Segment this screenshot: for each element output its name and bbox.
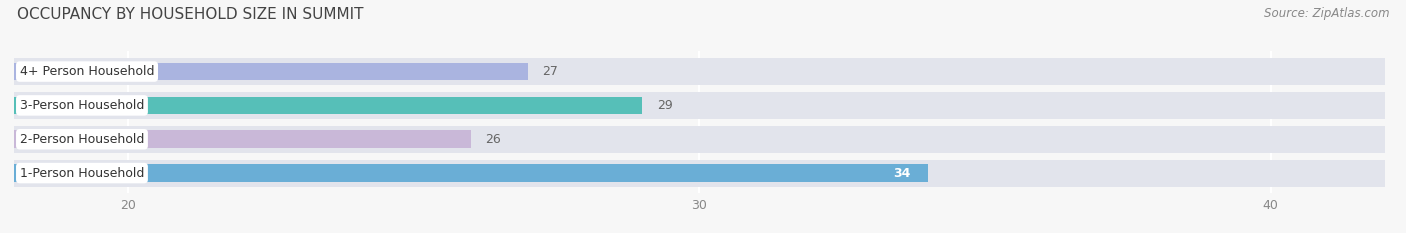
Text: 27: 27 xyxy=(543,65,558,78)
Text: 4+ Person Household: 4+ Person Household xyxy=(20,65,155,78)
Bar xyxy=(14,164,928,182)
Text: 3-Person Household: 3-Person Household xyxy=(20,99,145,112)
Text: 29: 29 xyxy=(657,99,672,112)
Text: 2-Person Household: 2-Person Household xyxy=(20,133,145,146)
Text: 26: 26 xyxy=(485,133,501,146)
Text: 1-Person Household: 1-Person Household xyxy=(20,167,145,180)
Bar xyxy=(14,92,1385,119)
Text: OCCUPANCY BY HOUSEHOLD SIZE IN SUMMIT: OCCUPANCY BY HOUSEHOLD SIZE IN SUMMIT xyxy=(17,7,363,22)
Bar xyxy=(14,126,1385,153)
Bar xyxy=(14,58,1385,85)
Bar xyxy=(14,130,471,148)
Text: Source: ZipAtlas.com: Source: ZipAtlas.com xyxy=(1264,7,1389,20)
Bar xyxy=(14,63,529,80)
Bar xyxy=(14,97,643,114)
Bar xyxy=(14,160,1385,187)
Text: 34: 34 xyxy=(893,167,911,180)
